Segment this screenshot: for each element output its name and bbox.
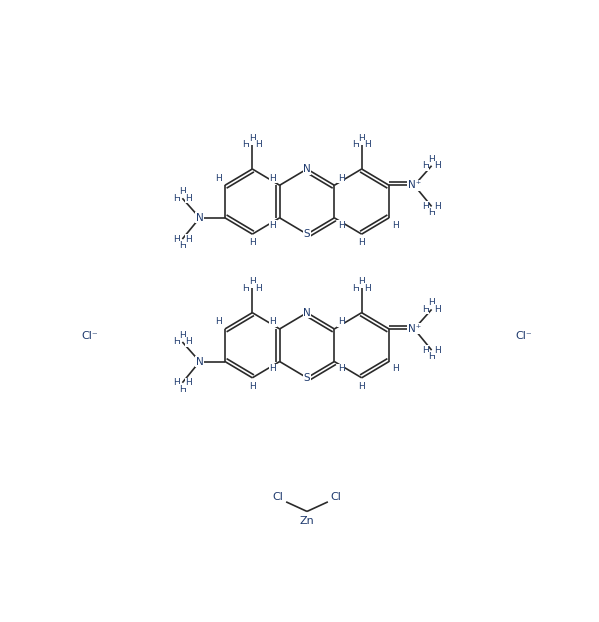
Text: H: H: [185, 194, 192, 203]
Text: H: H: [173, 194, 180, 203]
Text: H: H: [249, 382, 256, 391]
Text: H: H: [428, 208, 435, 218]
Text: H: H: [185, 234, 192, 243]
Text: H: H: [352, 284, 359, 293]
Text: H: H: [338, 364, 344, 373]
Text: H: H: [179, 187, 186, 197]
Text: H: H: [392, 364, 400, 373]
Text: H: H: [422, 305, 429, 314]
Text: H: H: [185, 338, 192, 346]
Text: H: H: [173, 234, 180, 243]
Text: H: H: [422, 346, 429, 355]
Text: H: H: [434, 305, 441, 314]
Text: N: N: [303, 164, 311, 174]
Text: S: S: [304, 373, 310, 383]
Text: H: H: [358, 277, 365, 286]
Text: H: H: [249, 134, 256, 142]
Text: H: H: [185, 378, 192, 387]
Text: H: H: [358, 134, 365, 142]
Text: S: S: [304, 229, 310, 239]
Text: H: H: [338, 317, 344, 327]
Text: H: H: [249, 277, 256, 286]
Text: H: H: [434, 202, 441, 211]
Text: N⁺: N⁺: [408, 180, 421, 190]
Text: H: H: [214, 174, 222, 183]
Text: Cl⁻: Cl⁻: [82, 331, 99, 341]
Text: H: H: [243, 284, 249, 293]
Text: H: H: [338, 221, 344, 230]
Text: H: H: [255, 140, 262, 149]
Text: H: H: [179, 331, 186, 340]
Text: H: H: [434, 161, 441, 170]
Text: H: H: [365, 140, 371, 149]
Text: H: H: [428, 155, 435, 164]
Text: H: H: [392, 221, 400, 230]
Text: H: H: [434, 346, 441, 355]
Text: N⁺: N⁺: [408, 324, 421, 334]
Text: N: N: [196, 213, 204, 223]
Text: H: H: [270, 317, 276, 327]
Text: H: H: [365, 284, 371, 293]
Text: H: H: [358, 238, 365, 247]
Text: H: H: [255, 284, 262, 293]
Text: Cl: Cl: [331, 492, 341, 502]
Text: H: H: [422, 161, 429, 170]
Text: H: H: [338, 174, 344, 183]
Text: H: H: [173, 338, 180, 346]
Text: H: H: [352, 140, 359, 149]
Text: H: H: [270, 364, 276, 373]
Text: H: H: [270, 174, 276, 183]
Text: H: H: [428, 352, 435, 361]
Text: H: H: [249, 238, 256, 247]
Text: H: H: [173, 378, 180, 387]
Text: H: H: [422, 202, 429, 211]
Text: N: N: [303, 308, 311, 318]
Text: H: H: [428, 299, 435, 307]
Text: H: H: [358, 382, 365, 391]
Text: Zn: Zn: [300, 516, 314, 526]
Text: H: H: [179, 385, 186, 394]
Text: Cl⁻: Cl⁻: [515, 331, 532, 341]
Text: H: H: [214, 317, 222, 327]
Text: H: H: [179, 241, 186, 250]
Text: H: H: [243, 140, 249, 149]
Text: H: H: [270, 221, 276, 230]
Text: N: N: [196, 356, 204, 366]
Text: Cl: Cl: [273, 492, 283, 502]
